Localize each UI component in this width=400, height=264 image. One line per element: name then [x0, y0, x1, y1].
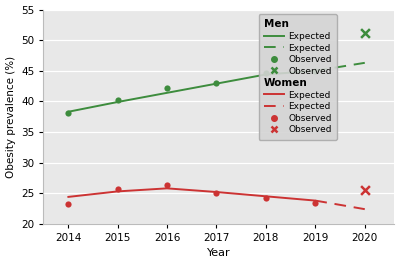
Point — [65, 111, 71, 115]
Point — [213, 191, 220, 195]
Point — [164, 183, 170, 187]
Y-axis label: Obesity prevalence (%): Obesity prevalence (%) — [6, 56, 16, 178]
Point — [164, 86, 170, 90]
Point — [114, 187, 121, 191]
X-axis label: Year: Year — [207, 248, 231, 258]
Legend: Men, Expected, Expected, Observed, Observed, Women, Expected, Expected, Observed: Men, Expected, Expected, Observed, Obser… — [258, 14, 337, 140]
Point — [213, 81, 220, 85]
Point — [263, 195, 269, 200]
Point — [114, 98, 121, 102]
Point — [312, 201, 318, 205]
Point — [362, 187, 368, 192]
Point — [65, 201, 71, 206]
Point — [263, 70, 269, 75]
Point — [362, 31, 368, 36]
Point — [312, 69, 318, 73]
